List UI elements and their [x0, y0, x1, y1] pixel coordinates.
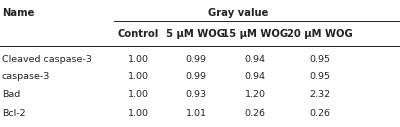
Text: 0.99: 0.99 — [186, 55, 206, 64]
Text: 0.26: 0.26 — [310, 109, 330, 118]
Text: Name: Name — [2, 8, 34, 18]
Text: 0.99: 0.99 — [186, 72, 206, 81]
Text: Gray value: Gray value — [208, 8, 268, 18]
Text: Bad: Bad — [2, 90, 20, 99]
Text: 1.00: 1.00 — [128, 90, 148, 99]
Text: 0.93: 0.93 — [186, 90, 206, 99]
Text: 0.95: 0.95 — [310, 72, 330, 81]
Text: 5 μM WOG: 5 μM WOG — [166, 29, 226, 39]
Text: 2.32: 2.32 — [310, 90, 330, 99]
Text: 15 μM WOG: 15 μM WOG — [222, 29, 288, 39]
Text: Control: Control — [117, 29, 159, 39]
Text: 1.00: 1.00 — [128, 72, 148, 81]
Text: Cleaved caspase-3: Cleaved caspase-3 — [2, 55, 92, 64]
Text: 1.01: 1.01 — [186, 109, 206, 118]
Text: 1.00: 1.00 — [128, 55, 148, 64]
Text: 20 μM WOG: 20 μM WOG — [287, 29, 353, 39]
Text: caspase-3: caspase-3 — [2, 72, 50, 81]
Text: 1.00: 1.00 — [128, 109, 148, 118]
Text: 1.20: 1.20 — [245, 90, 266, 99]
Text: 0.94: 0.94 — [245, 72, 266, 81]
Text: 0.26: 0.26 — [245, 109, 266, 118]
Text: Bcl-2: Bcl-2 — [2, 109, 26, 118]
Text: 0.94: 0.94 — [245, 55, 266, 64]
Text: 0.95: 0.95 — [310, 55, 330, 64]
